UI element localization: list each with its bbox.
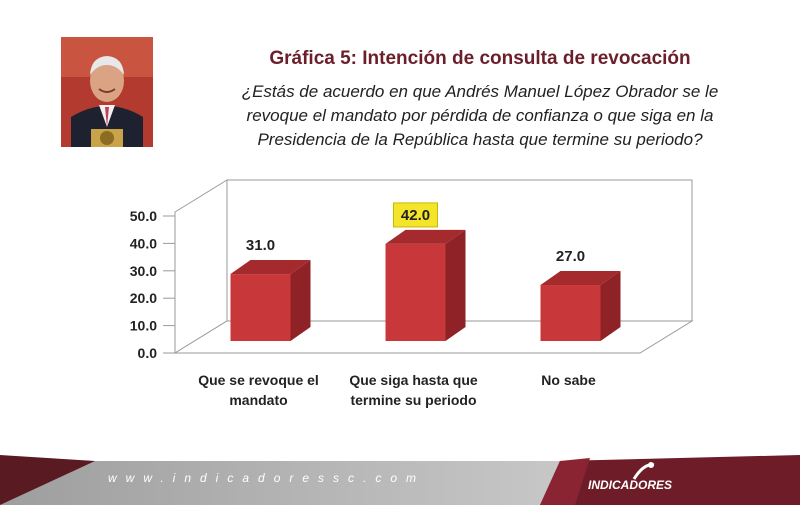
- x-tick-label: termine su periodo: [350, 392, 476, 408]
- question-line-2: revoque el mandato por pérdida de confia…: [246, 106, 714, 125]
- y-tick-label: 40.0: [130, 235, 157, 251]
- bar-side: [290, 260, 311, 341]
- survey-question: ¿Estás de acuerdo en que Andrés Manuel L…: [160, 80, 800, 152]
- question-line-1: ¿Estás de acuerdo en que Andrés Manuel L…: [241, 82, 719, 101]
- data-label: 31.0: [246, 237, 275, 254]
- data-label: 27.0: [556, 248, 585, 265]
- bar: [230, 274, 291, 341]
- y-tick-label: 20.0: [130, 290, 157, 306]
- y-tick-label: 0.0: [138, 345, 158, 361]
- footer-url[interactable]: www.indicadoressc.com: [108, 471, 426, 485]
- bar: [540, 285, 601, 341]
- bar: [385, 243, 446, 341]
- presenter-photo: [61, 37, 153, 147]
- x-tick-label: Que se revoque el: [198, 372, 319, 388]
- x-tick-label: Que siga hasta que: [349, 372, 478, 388]
- x-tick-label: mandato: [229, 392, 287, 408]
- question-line-3: Presidencia de la República hasta que te…: [257, 130, 703, 149]
- y-tick-label: 30.0: [130, 263, 157, 279]
- y-tick-label: 50.0: [130, 208, 157, 224]
- bar-side: [445, 229, 466, 341]
- y-tick-label: 10.0: [130, 318, 157, 334]
- brand-logo-text: INDICADORES: [588, 478, 673, 492]
- bar-side: [600, 271, 621, 341]
- bar-top: [230, 260, 311, 275]
- chart-title: Gráfica 5: Intención de consulta de revo…: [269, 48, 691, 69]
- bar-top: [540, 271, 621, 286]
- brand-swoosh-icon: [632, 462, 655, 480]
- data-label: 42.0: [401, 207, 430, 224]
- bar-chart: 0.0 10.0 20.0 30.0 40.0 50.0 31.0 Que se revoqu…: [130, 179, 694, 408]
- value-label-highlight: [393, 202, 438, 228]
- footer-band: [0, 455, 800, 505]
- x-tick-label: No sabe: [541, 372, 596, 388]
- bar-top: [385, 229, 466, 244]
